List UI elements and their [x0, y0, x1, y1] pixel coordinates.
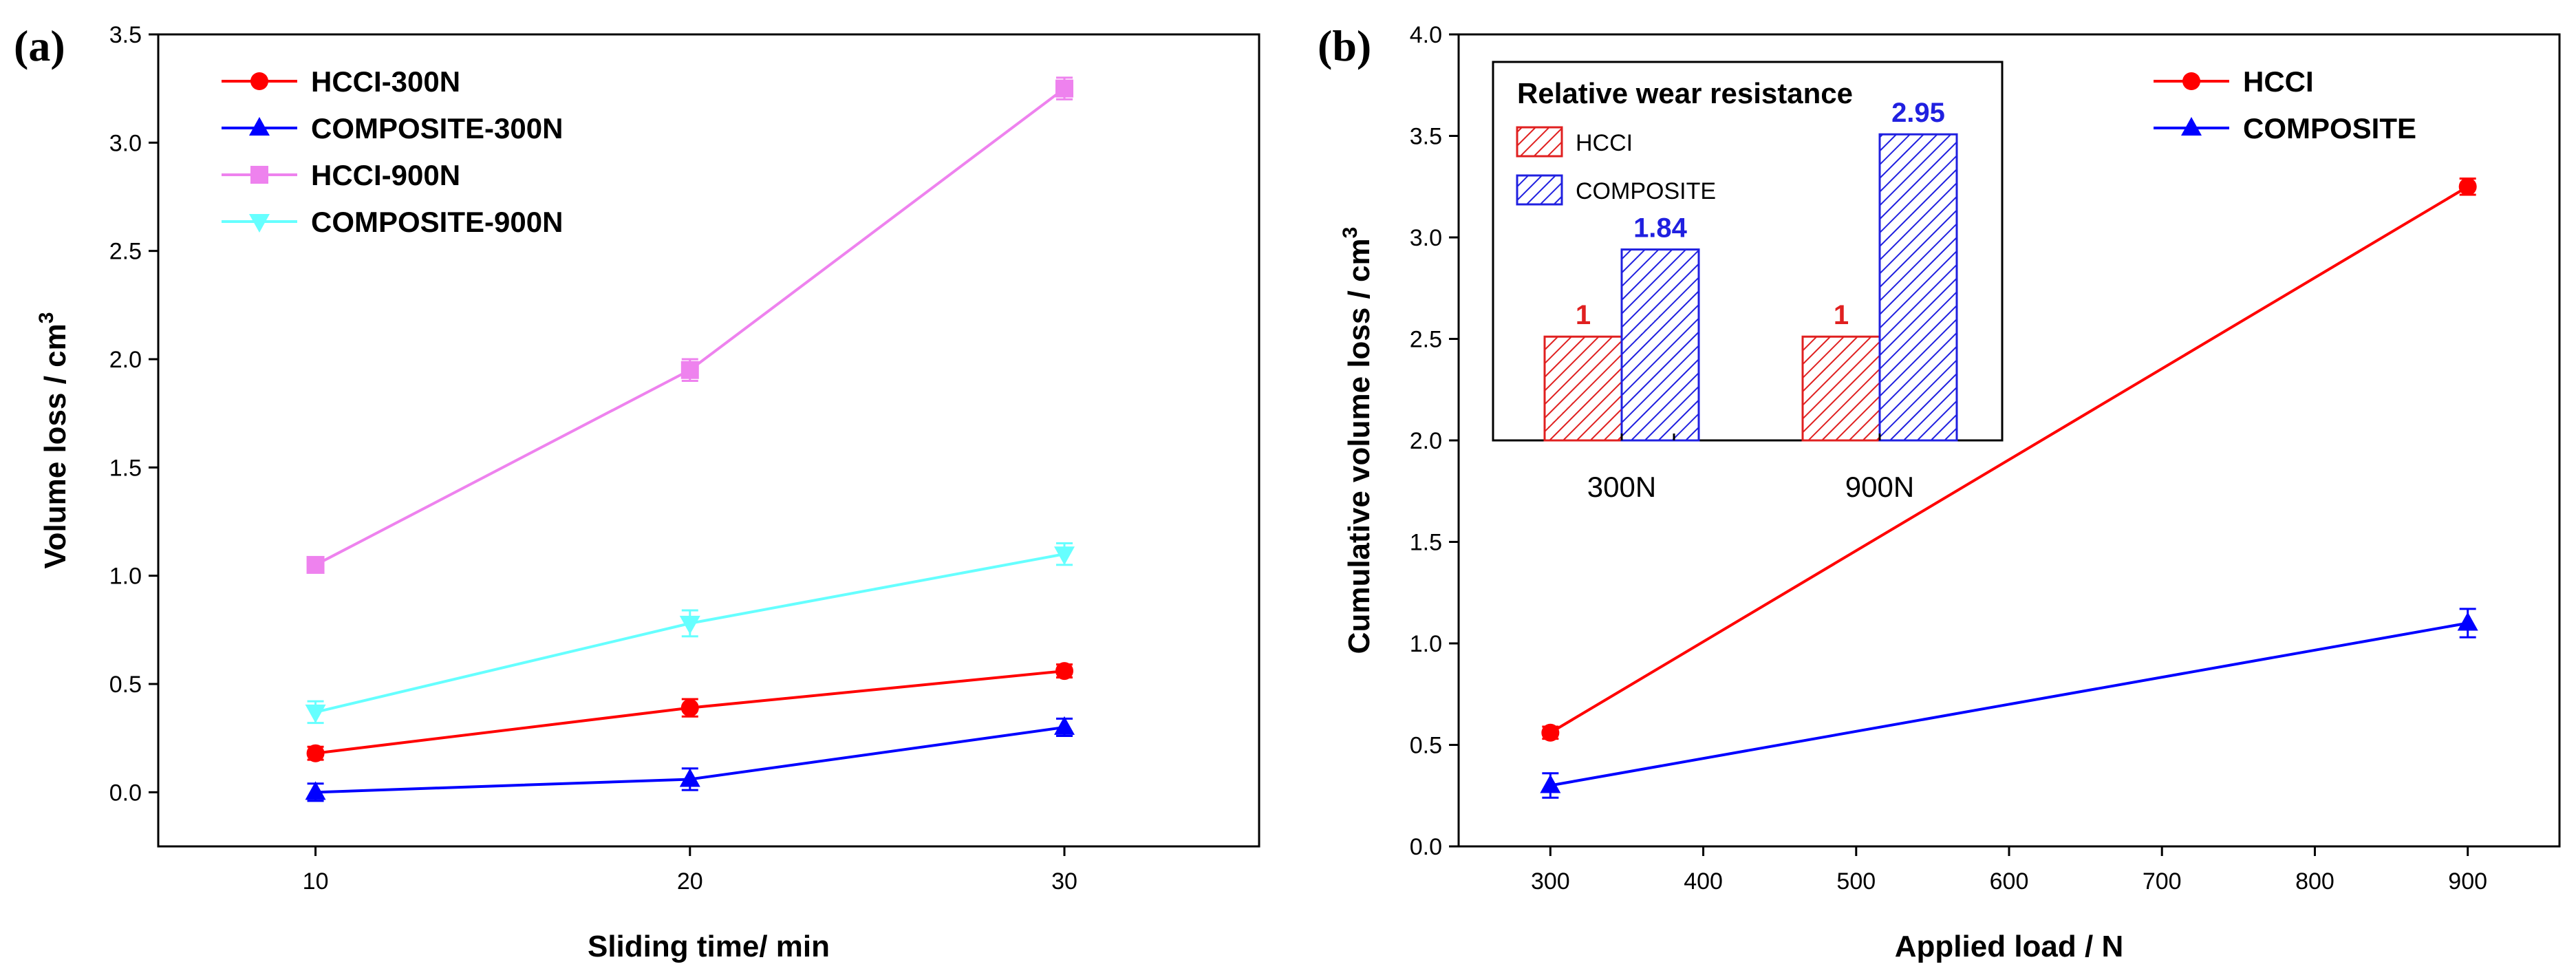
y-tick-label: 2.0 — [1410, 428, 1442, 454]
legend-marker-hcci-300n — [250, 72, 268, 90]
data-point-hcci-300n — [1055, 662, 1074, 681]
panel-a-x-axis-label: Sliding time/ min — [588, 930, 830, 963]
legend-label-hcci-300n: HCCI-300N — [311, 65, 460, 98]
inset-bar-label-composite-900n: 2.95 — [1891, 98, 1945, 128]
panel-b-letter: (b) — [1318, 21, 1371, 70]
x-tick-label: 800 — [2295, 868, 2334, 895]
x-tick-label: 400 — [1684, 868, 1723, 895]
panel-a: (a) 0.0 0.5 1.0 1.5 2.0 2.5 3.0 3.5 10 20 30 HCCI-… — [14, 21, 1260, 963]
y-tick-label: 0.0 — [1410, 834, 1442, 860]
data-point-hcci — [2458, 178, 2477, 196]
panel-b-plot-frame — [1457, 33, 2561, 848]
panel-a-series — [305, 76, 1075, 802]
data-point-composite-300n — [1054, 716, 1075, 735]
panel-b-y-axis-label-superscript: 3 — [1339, 227, 1362, 239]
y-tick-label: 1.5 — [1410, 530, 1442, 556]
x-tick-label: 10 — [303, 868, 329, 895]
inset-legend-label-hcci: HCCI — [1576, 130, 1633, 156]
y-tick-label: 3.0 — [109, 130, 142, 156]
inset-bar-composite-900n — [1878, 133, 1958, 442]
panel-a-plot-frame — [157, 33, 1260, 848]
panel-b-legend: HCCI COMPOSITE — [2154, 65, 2416, 145]
data-point-hcci-300n — [680, 698, 699, 717]
data-point-composite-300n — [305, 781, 326, 800]
legend-marker-composite — [2181, 117, 2202, 136]
y-tick-label: 2.5 — [109, 239, 142, 265]
panel-b-y-axis-label-text: Cumulative volume loss / cm — [1342, 238, 1376, 654]
legend-marker-composite-900n — [249, 214, 270, 233]
legend-label-hcci: HCCI — [2243, 65, 2314, 98]
panel-a-legend: HCCI-300N COMPOSITE-300N HCCI-900N COMPOSIT… — [222, 65, 563, 238]
x-tick-label: 700 — [2143, 868, 2182, 895]
x-tick-label: 900 — [2448, 868, 2487, 895]
x-tick-label: 20 — [677, 868, 703, 895]
inset-legend-swatch-hcci — [1516, 126, 1563, 158]
y-tick-label: 3.5 — [1410, 124, 1442, 150]
inset-bar-hcci-300n — [1543, 335, 1623, 442]
panel-b-inset: Relative wear resistance HCCI COMPOSITE 1 1.… — [1492, 61, 2004, 503]
panel-a-y-axis-label-superscript: 3 — [35, 312, 58, 324]
series-line-hcci — [1549, 185, 2469, 734]
inset-bar-composite-300n — [1620, 248, 1700, 442]
data-point-composite-900n — [1054, 546, 1075, 566]
data-point-composite-300n — [679, 768, 700, 787]
data-point-composite — [2457, 612, 2478, 631]
panel-b-x-axis-label: Applied load / N — [1895, 930, 2123, 963]
data-point-hcci-300n — [306, 744, 325, 762]
x-tick-label: 30 — [1051, 868, 1077, 895]
inset-bar-label-composite-300n: 1.84 — [1633, 213, 1688, 244]
data-point-composite-900n — [305, 704, 326, 723]
panel-a-y-axis-label-text: Volume loss / cm — [39, 323, 72, 568]
data-point-composite — [1540, 774, 1561, 793]
legend-marker-hcci-900n — [250, 166, 268, 184]
inset-bar-hcci-900n — [1801, 335, 1881, 442]
y-tick-label: 3.0 — [1410, 225, 1442, 251]
x-tick-label: 300 — [1531, 868, 1570, 895]
panel-b-ticks: 0.0 0.5 1.0 1.5 2.0 2.5 3.0 3.5 4.0 300 400 500 600 7… — [1410, 22, 2487, 895]
inset-bar-label-hcci-900n: 1 — [1834, 300, 1849, 330]
y-tick-label: 0.5 — [109, 672, 142, 698]
inset-bar-label-hcci-300n: 1 — [1576, 300, 1591, 330]
panel-a-ticks: 0.0 0.5 1.0 1.5 2.0 2.5 3.0 3.5 10 20 30 — [109, 22, 1077, 895]
panel-a-letter: (a) — [14, 21, 65, 70]
legend-marker-composite-300n — [249, 117, 270, 136]
x-tick-label: 600 — [1990, 868, 2029, 895]
y-tick-label: 1.0 — [1410, 631, 1442, 657]
panel-b-series — [1540, 177, 2478, 799]
y-tick-label: 4.0 — [1410, 22, 1442, 48]
data-point-hcci-900n — [306, 555, 325, 574]
inset-legend-swatch-composite — [1516, 174, 1563, 206]
data-point-hcci-900n — [680, 361, 699, 379]
panel-b: (b) 0.0 0.5 1.0 1.5 2.0 2.5 3.0 3.5 4.0 300 400 500… — [1318, 21, 2561, 963]
y-tick-label: 3.5 — [109, 22, 142, 48]
inset-legend-label-composite: COMPOSITE — [1576, 178, 1716, 204]
series-line-composite — [1549, 621, 2469, 787]
legend-label-composite: COMPOSITE — [2243, 112, 2416, 145]
legend-label-composite-900n: COMPOSITE-900N — [311, 206, 563, 238]
data-point-hcci — [1541, 723, 1560, 742]
panel-b-y-axis-label: Cumulative volume loss / cm3 — [1339, 227, 1376, 654]
y-tick-label: 1.5 — [109, 455, 142, 481]
legend-marker-hcci — [2182, 72, 2200, 90]
y-tick-label: 0.0 — [109, 780, 142, 806]
inset-category-label-900n: 900N — [1845, 471, 1914, 503]
legend-label-composite-300n: COMPOSITE-300N — [311, 112, 563, 145]
legend-label-hcci-900n: HCCI-900N — [311, 159, 460, 191]
y-tick-label: 0.5 — [1410, 733, 1442, 759]
data-point-composite-900n — [679, 615, 700, 634]
y-tick-label: 2.0 — [109, 347, 142, 373]
x-tick-label: 500 — [1836, 868, 1876, 895]
y-tick-label: 2.5 — [1410, 327, 1442, 353]
data-point-hcci-900n — [1055, 79, 1074, 98]
y-tick-label: 1.0 — [109, 564, 142, 590]
inset-category-label-300n: 300N — [1587, 471, 1656, 503]
panel-a-y-axis-label: Volume loss / cm3 — [35, 312, 72, 569]
inset-title: Relative wear resistance — [1517, 77, 1853, 109]
